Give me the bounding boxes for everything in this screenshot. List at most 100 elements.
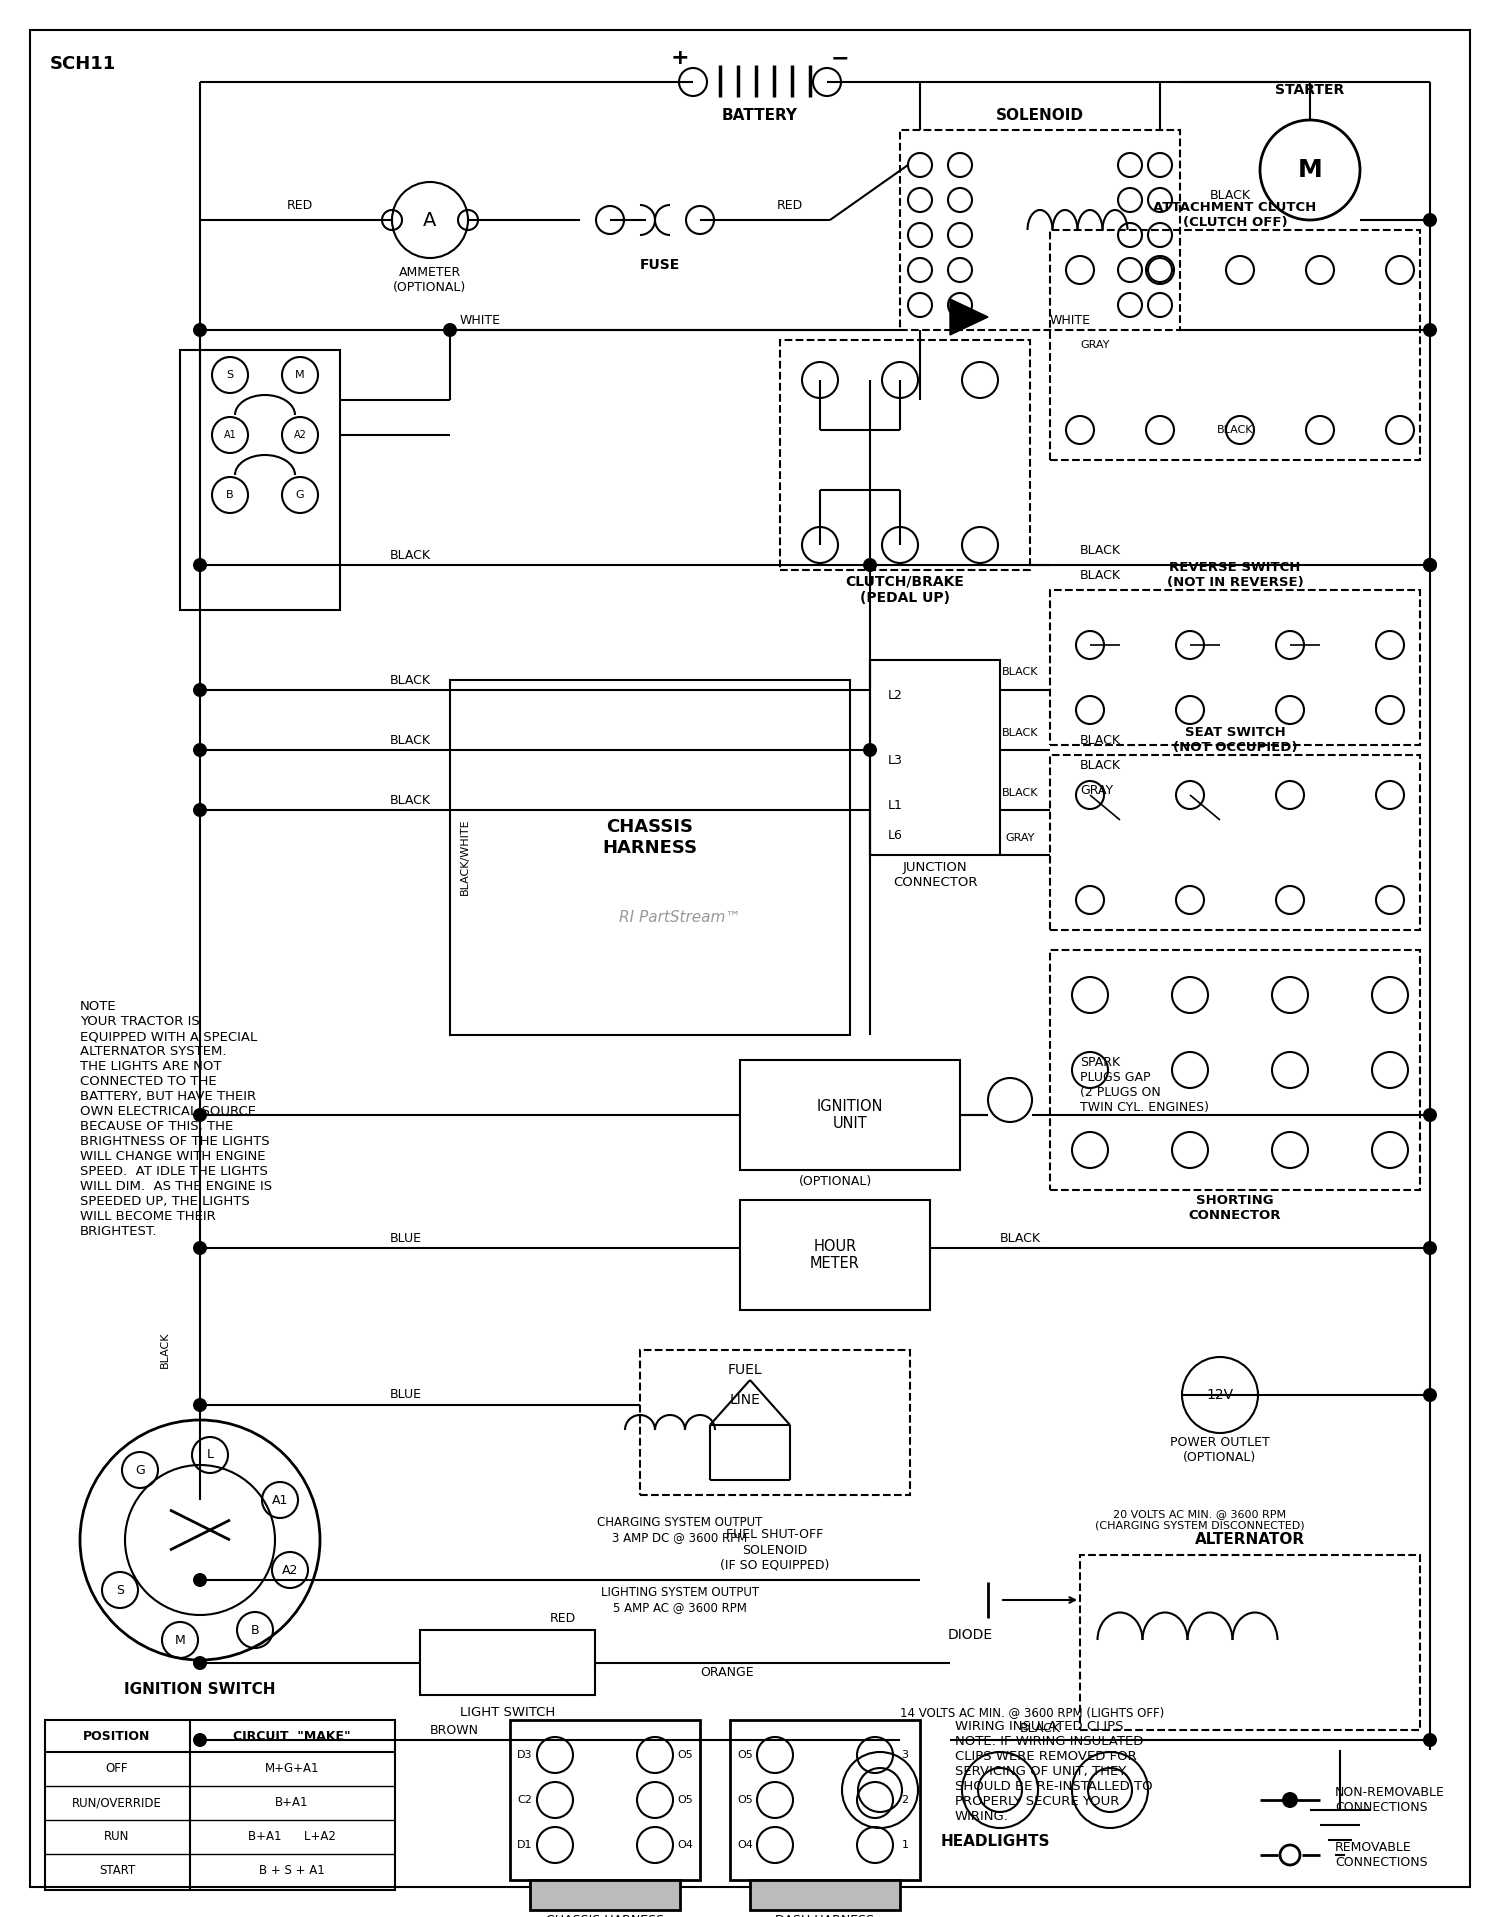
Bar [1050,230,1420,460]
Text: HOUR
METER: HOUR METER [810,1238,859,1271]
Text: B+A1      L+A2: B+A1 L+A2 [248,1831,336,1844]
Text: +: + [670,48,690,67]
Text: ALTERNATOR: ALTERNATOR [1196,1532,1305,1547]
Text: S: S [116,1583,124,1597]
Text: BLACK: BLACK [1216,426,1254,435]
Circle shape [1424,1388,1437,1401]
Text: LIGHT SWITCH: LIGHT SWITCH [460,1706,555,1720]
Text: 3: 3 [902,1750,909,1760]
Text: BLACK: BLACK [1209,188,1251,201]
Text: A2: A2 [294,429,306,441]
Text: BLACK: BLACK [390,673,430,686]
Circle shape [442,322,458,337]
Text: −: − [831,48,849,67]
Bar [450,681,850,1035]
Text: D3: D3 [518,1750,532,1760]
Text: SEAT SWITCH
(NOT OCCUPIED): SEAT SWITCH (NOT OCCUPIED) [1173,727,1298,753]
Text: LIGHTING SYSTEM OUTPUT
5 AMP AC @ 3600 RPM: LIGHTING SYSTEM OUTPUT 5 AMP AC @ 3600 R… [602,1585,759,1614]
Bar [740,1060,960,1169]
Text: B+A1: B+A1 [276,1796,309,1810]
Text: L2: L2 [888,688,903,702]
Text: GRAY: GRAY [1080,339,1110,351]
Text: GRAY: GRAY [1005,834,1035,843]
Text: M: M [296,370,304,380]
Text: CHARGING SYSTEM OUTPUT
3 AMP DC @ 3600 RPM: CHARGING SYSTEM OUTPUT 3 AMP DC @ 3600 R… [597,1516,762,1543]
Text: 12V: 12V [1206,1388,1233,1401]
Circle shape [1424,1240,1437,1256]
Text: OFF: OFF [105,1762,128,1775]
Text: BLACK: BLACK [1002,667,1038,677]
Text: 1: 1 [902,1840,909,1850]
Text: START: START [99,1865,135,1877]
Text: WIRING INSULATED CLIPS
NOTE: IF WIRING INSULATED
CLIPS WERE REMOVED FOR
SERVICIN: WIRING INSULATED CLIPS NOTE: IF WIRING I… [956,1720,1152,1823]
Text: G: G [135,1463,146,1476]
Text: CLUTCH/BRAKE
(PEDAL UP): CLUTCH/BRAKE (PEDAL UP) [846,575,964,606]
Circle shape [194,1240,207,1256]
Text: POWER OUTLET
(OPTIONAL): POWER OUTLET (OPTIONAL) [1170,1436,1270,1465]
Circle shape [1282,1792,1298,1808]
Text: DASH HARNESS
CONNECTOR
(MATING SIDE): DASH HARNESS CONNECTOR (MATING SIDE) [776,1913,874,1917]
Text: O5: O5 [736,1794,753,1806]
Text: WHITE: WHITE [460,314,501,326]
Text: BLACK: BLACK [1080,544,1120,556]
Circle shape [862,558,877,571]
Text: RUN: RUN [105,1831,129,1844]
Text: DIODE: DIODE [948,1628,993,1643]
Circle shape [1424,1733,1437,1746]
Text: NOTE
YOUR TRACTOR IS
EQUIPPED WITH A SPECIAL
ALTERNATOR SYSTEM.
THE LIGHTS ARE N: NOTE YOUR TRACTOR IS EQUIPPED WITH A SPE… [80,1001,272,1238]
Text: BROWN: BROWN [430,1723,478,1737]
Bar [1050,755,1420,930]
Text: RED: RED [777,199,802,211]
Bar [900,130,1180,330]
Text: M: M [174,1633,186,1647]
Text: BLACK: BLACK [1080,569,1120,581]
Text: L6: L6 [888,828,903,842]
Bar [750,1881,900,1909]
Bar [730,1720,920,1881]
Text: L1: L1 [888,799,903,811]
Text: BLACK: BLACK [1080,759,1120,771]
Text: RUN/OVERRIDE: RUN/OVERRIDE [72,1796,162,1810]
Bar [1050,951,1420,1190]
Text: BLACK: BLACK [1020,1721,1060,1735]
Text: RI PartStream™: RI PartStream™ [620,909,741,924]
Text: L: L [207,1449,213,1461]
Text: SPARK
PLUGS GAP
(2 PLUGS ON
TWIN CYL. ENGINES): SPARK PLUGS GAP (2 PLUGS ON TWIN CYL. EN… [1080,1056,1209,1114]
Circle shape [194,1656,207,1670]
Text: O4: O4 [676,1840,693,1850]
Text: O5: O5 [676,1794,693,1806]
Text: SCH11: SCH11 [50,56,117,73]
Text: BATTERY: BATTERY [722,107,798,123]
Bar [1080,1555,1420,1729]
Text: BLACK: BLACK [390,734,430,746]
Text: G: G [296,491,304,500]
Circle shape [194,1574,207,1587]
Text: O5: O5 [736,1750,753,1760]
Text: BLUE: BLUE [390,1231,422,1244]
Bar [510,1720,700,1881]
Text: A1: A1 [272,1493,288,1507]
Text: BLACK/WHITE: BLACK/WHITE [460,819,470,895]
Text: O4: O4 [736,1840,753,1850]
Text: C2: C2 [518,1794,532,1806]
Text: WHITE: WHITE [1050,314,1090,326]
Circle shape [194,1397,207,1413]
Circle shape [194,682,207,698]
Text: A1: A1 [224,429,237,441]
Circle shape [1424,322,1437,337]
Text: SOLENOID: SOLENOID [996,107,1084,123]
Text: L3: L3 [888,753,903,767]
Text: S: S [226,370,234,380]
Bar [180,351,340,610]
Text: IGNITION
UNIT: IGNITION UNIT [816,1098,884,1131]
Circle shape [194,744,207,757]
Text: A2: A2 [282,1564,298,1576]
Text: BLACK: BLACK [1000,1231,1041,1244]
Text: ATTACHMENT CLUTCH
(CLUTCH OFF): ATTACHMENT CLUTCH (CLUTCH OFF) [1154,201,1317,228]
Text: BLACK: BLACK [390,548,430,562]
Text: BLACK: BLACK [160,1332,170,1369]
Text: SHORTING
CONNECTOR: SHORTING CONNECTOR [1188,1194,1281,1221]
Text: 14 VOLTS AC MIN. @ 3600 RPM (LIGHTS OFF): 14 VOLTS AC MIN. @ 3600 RPM (LIGHTS OFF) [900,1706,1164,1720]
Bar [640,1350,910,1495]
Text: FUSE: FUSE [640,259,680,272]
